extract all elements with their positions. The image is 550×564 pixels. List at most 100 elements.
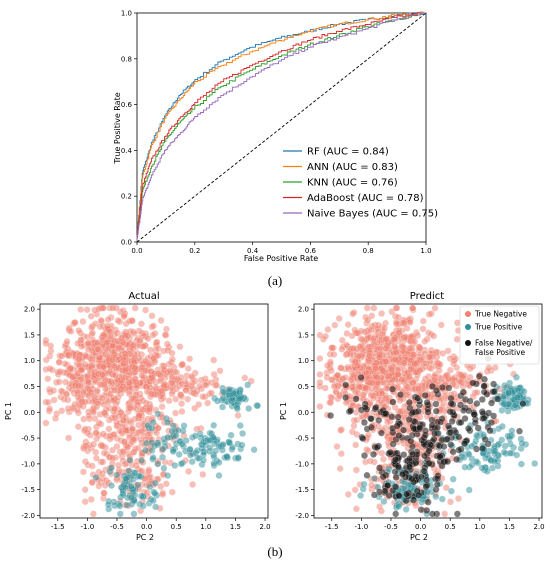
actual-negative-point xyxy=(84,378,92,386)
predict-negative-point xyxy=(375,353,383,361)
predict-negative-point xyxy=(327,398,335,406)
actual-positive-point xyxy=(250,446,258,454)
actual-negative-point xyxy=(188,379,196,387)
predict-positive-point xyxy=(395,502,403,510)
predict-error-point xyxy=(409,450,417,458)
actual-negative-point xyxy=(77,306,85,314)
roc-x-tick-label: 0.8 xyxy=(363,247,374,255)
actual-negative-point xyxy=(117,334,125,342)
actual-negative-point xyxy=(153,338,161,346)
predict-negative-point xyxy=(369,335,377,343)
predict-error-point xyxy=(399,471,407,479)
roc-legend-label: RF (AUC = 0.84) xyxy=(307,147,389,158)
actual-y-tick-label: 1.5 xyxy=(24,331,35,339)
actual-negative-point xyxy=(108,356,116,364)
actual-positive-point xyxy=(168,427,176,435)
actual-negative-point xyxy=(84,339,92,347)
predict-error-point xyxy=(378,429,386,437)
predict-negative-point xyxy=(343,329,351,337)
roc-y-axis-label: True Positive Rate xyxy=(113,92,122,164)
actual-negative-point xyxy=(163,340,171,348)
actual-negative-point xyxy=(129,341,137,349)
predict-error-point xyxy=(352,395,360,403)
actual-negative-point xyxy=(193,425,201,433)
roc-x-tick-label: 0.0 xyxy=(131,247,142,255)
predict-error-point xyxy=(363,471,371,479)
predict-error-point xyxy=(416,424,424,432)
actual-negative-point xyxy=(147,390,155,398)
predict-negative-point xyxy=(316,379,324,387)
actual-positive-point xyxy=(245,405,253,413)
predict-error-point xyxy=(393,422,401,430)
actual-negative-point xyxy=(195,382,203,390)
actual-negative-point xyxy=(207,389,215,397)
predict-positive-point xyxy=(501,442,509,450)
actual-negative-point xyxy=(178,400,186,408)
actual-negative-point xyxy=(58,352,66,360)
predict-negative-point xyxy=(450,360,458,368)
actual-negative-point xyxy=(100,400,108,408)
actual-negative-point xyxy=(139,343,147,351)
actual-x-axis-label: PC 2 xyxy=(136,533,154,542)
predict-negative-point xyxy=(382,357,390,365)
actual-positive-point xyxy=(233,403,241,411)
actual-negative-point xyxy=(87,388,95,396)
actual-negative-point xyxy=(88,462,96,470)
predict-negative-point xyxy=(390,336,398,344)
actual-positive-point xyxy=(107,482,115,490)
actual-positive-point xyxy=(215,459,223,467)
actual-negative-point xyxy=(125,379,133,387)
actual-negative-point xyxy=(149,322,157,330)
actual-negative-point xyxy=(95,354,103,362)
actual-negative-point xyxy=(154,424,162,432)
predict-negative-point xyxy=(336,465,344,473)
roc-lines xyxy=(136,11,427,243)
actual-negative-point xyxy=(177,373,185,381)
actual-negative-point xyxy=(102,339,110,347)
predict-negative-point xyxy=(337,364,345,372)
predict-error-point xyxy=(447,400,455,408)
predict-legend-box xyxy=(459,305,540,365)
actual-y-tick-label: -0.5 xyxy=(21,435,35,443)
predict-positive-point xyxy=(449,475,457,483)
actual-positive-point xyxy=(159,445,167,453)
predict-title: Predict xyxy=(410,291,445,302)
actual-y-tick-label: 0.5 xyxy=(24,383,35,391)
actual-negative-point xyxy=(55,378,63,386)
predict-error-point xyxy=(424,498,432,506)
actual-negative-point xyxy=(172,409,180,417)
roc-line-3 xyxy=(136,12,426,242)
predict-negative-point xyxy=(366,457,374,465)
predict-negative-point xyxy=(337,426,345,434)
actual-negative-point xyxy=(189,481,197,489)
roc-line-4 xyxy=(136,12,426,242)
actual-negative-point xyxy=(98,470,106,478)
predict-negative-point xyxy=(354,362,362,370)
actual-negative-point xyxy=(81,486,89,494)
actual-negative-point xyxy=(109,304,117,312)
predict-negative-point xyxy=(335,315,343,323)
predict-error-point xyxy=(342,381,350,389)
actual-negative-point xyxy=(61,360,69,368)
predict-legend: True Negative True Positive False Negative… xyxy=(459,305,540,365)
predict-y-tick-label: 0.0 xyxy=(298,409,309,417)
predict-negative-point xyxy=(362,384,370,392)
predict-negative-point xyxy=(350,422,358,430)
predict-error-point xyxy=(453,510,461,518)
predict-negative-point xyxy=(430,332,438,340)
actual-positive-point xyxy=(152,503,160,511)
predict-positive-point xyxy=(359,485,367,493)
actual-negative-point xyxy=(213,381,221,389)
actual-negative-point xyxy=(110,405,118,413)
actual-positive-point xyxy=(107,464,115,472)
predict-error-point xyxy=(479,445,487,453)
predict-error-point xyxy=(433,480,441,488)
predict-error-point xyxy=(446,408,454,416)
predict-negative-point xyxy=(345,365,353,373)
actual-positive-point xyxy=(149,454,157,462)
predict-error-point xyxy=(376,464,384,472)
predict-positive-point xyxy=(447,487,455,495)
actual-positive-point xyxy=(188,458,196,466)
predict-positive-point xyxy=(518,439,526,447)
predict-negative-point xyxy=(380,455,388,463)
